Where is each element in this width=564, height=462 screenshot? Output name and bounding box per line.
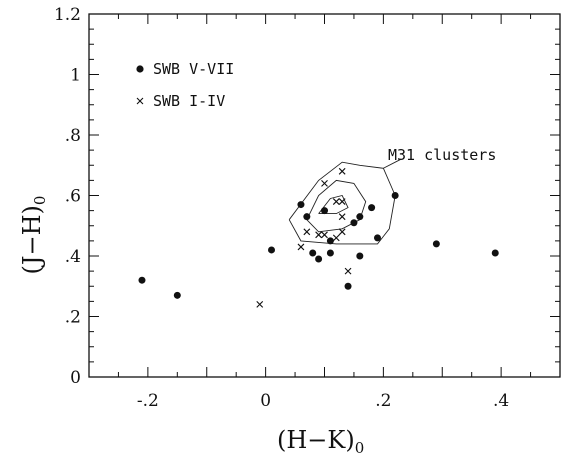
x-axis-title-main: (H−K) — [277, 426, 355, 454]
x-axis-title-subscript: 0 — [355, 439, 365, 457]
y-tick-label: 1.2 — [54, 5, 81, 25]
y-axis-title-subscript: 0 — [31, 196, 49, 206]
point-swb-v-vii — [326, 249, 334, 257]
contour-ring-3 — [318, 194, 349, 215]
contour-ring-2 — [306, 179, 367, 233]
x-axis-title: (H−K)0 — [277, 426, 364, 457]
contour-annotation-label: M31 clusters — [388, 146, 496, 164]
point-swb-v-vii — [138, 276, 146, 284]
y-tick-label: .2 — [65, 308, 81, 328]
point-swb-v-vii — [344, 282, 352, 290]
contour-leader-line — [383, 158, 402, 169]
y-tick-label: .8 — [65, 126, 81, 146]
point-swb-i-iv — [338, 198, 346, 205]
point-swb-v-vii — [350, 219, 358, 227]
point-swb-v-vii — [356, 252, 364, 260]
point-swb-i-iv — [303, 228, 311, 236]
point-swb-v-vii — [356, 213, 364, 221]
point-swb-v-vii — [321, 207, 328, 215]
point-swb-v-vii — [368, 204, 376, 212]
point-swb-v-vii — [268, 246, 276, 254]
x-tick-label: -.2 — [137, 391, 159, 411]
point-swb-v-vii — [491, 249, 499, 257]
point-swb-v-vii — [303, 213, 311, 221]
point-swb-i-iv — [332, 198, 340, 205]
tick-labels: -.2 0 .2 .4 0 .2 .4 .6 .8 1 1.2 — [54, 5, 509, 411]
point-swb-v-vii — [432, 240, 440, 248]
legend-label-swb-i-iv: SWB I-IV — [153, 92, 225, 110]
y-tick-label: .6 — [65, 187, 81, 207]
y-axis-title: (J−H)0 — [18, 196, 49, 275]
point-swb-i-iv — [321, 180, 328, 187]
point-swb-i-iv — [338, 167, 346, 175]
point-swb-i-iv — [332, 234, 340, 242]
legend-dot-marker — [136, 65, 144, 73]
legend: SWB V-VII SWB I-IV — [136, 60, 234, 110]
point-swb-i-iv — [297, 243, 305, 251]
point-swb-i-iv — [338, 213, 346, 221]
point-swb-v-vii — [309, 249, 317, 257]
y-axis-title-main: (J−H) — [18, 205, 46, 274]
x-tick-label: 0 — [260, 391, 271, 411]
point-swb-v-vii — [326, 237, 334, 245]
point-swb-v-vii — [173, 291, 181, 299]
axis-ticks — [88, 13, 561, 378]
y-tick-label: .4 — [65, 247, 81, 267]
point-swb-i-iv — [344, 267, 352, 275]
x-tick-label: .4 — [493, 391, 509, 411]
point-swb-v-vii — [297, 201, 305, 209]
point-swb-v-vii — [315, 255, 323, 263]
point-swb-i-iv — [321, 231, 328, 239]
point-swb-i-iv — [256, 301, 264, 308]
point-swb-v-vii — [373, 234, 381, 242]
data-points — [138, 167, 499, 308]
legend-cross-marker — [136, 97, 144, 105]
point-swb-i-iv — [315, 231, 323, 239]
point-swb-v-vii — [391, 192, 399, 199]
y-tick-label: 0 — [70, 368, 81, 388]
point-swb-i-iv — [338, 228, 346, 236]
legend-label-swb-v-vii: SWB V-VII — [153, 60, 234, 78]
x-tick-label: .2 — [375, 391, 391, 411]
y-tick-label: 1 — [70, 66, 81, 86]
